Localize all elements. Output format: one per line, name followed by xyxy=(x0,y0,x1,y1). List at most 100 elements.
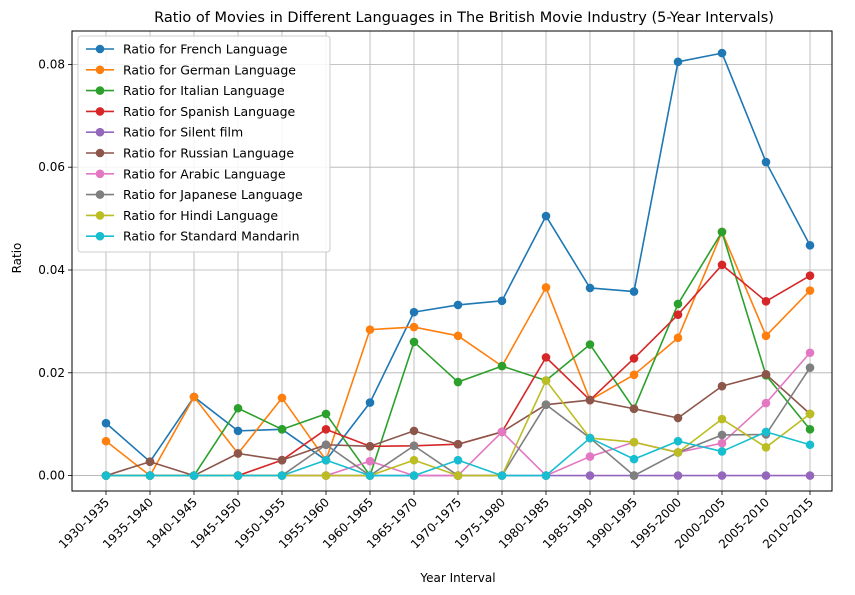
data-point xyxy=(145,471,155,480)
data-point xyxy=(541,471,551,480)
data-point xyxy=(717,414,727,424)
data-point xyxy=(629,287,639,296)
data-point xyxy=(541,400,551,409)
data-point xyxy=(101,471,111,480)
data-point xyxy=(629,370,639,380)
data-point xyxy=(453,300,463,310)
data-point xyxy=(717,447,727,456)
legend-marker xyxy=(95,211,105,220)
data-point xyxy=(585,340,595,349)
data-point xyxy=(277,425,287,434)
data-point xyxy=(805,471,815,480)
legend-marker xyxy=(95,231,105,241)
legend-marker xyxy=(95,169,105,179)
data-point xyxy=(717,260,727,270)
data-point xyxy=(365,471,375,480)
data-point xyxy=(541,376,551,385)
data-point xyxy=(321,455,331,465)
legend-marker xyxy=(95,190,105,199)
data-point xyxy=(673,413,683,423)
legend-item: Ratio for Silent film xyxy=(86,125,243,140)
data-point xyxy=(233,403,243,413)
data-point xyxy=(409,337,419,347)
legend-label: Ratio for French Language xyxy=(123,42,288,57)
data-point xyxy=(277,455,287,465)
data-point xyxy=(629,471,639,480)
data-point xyxy=(585,395,595,405)
data-point xyxy=(233,471,243,480)
data-point xyxy=(629,454,639,464)
data-point xyxy=(761,297,771,306)
data-point xyxy=(453,471,463,480)
data-point xyxy=(585,452,595,461)
data-point xyxy=(541,211,551,221)
legend-label: Ratio for Hindi Language xyxy=(123,208,278,223)
series-9 xyxy=(101,427,815,480)
y-axis: 0.00 0.02 0.04 0.06 0.08 xyxy=(38,57,72,483)
legend-label: Ratio for Russian Language xyxy=(123,146,294,161)
data-point xyxy=(805,348,815,358)
chart-title: Ratio of Movies in Different Languages i… xyxy=(154,10,774,26)
data-point xyxy=(541,283,551,292)
data-point xyxy=(717,381,727,391)
data-point xyxy=(321,440,331,450)
legend-item: Ratio for Japanese Language xyxy=(86,187,303,202)
legend-label: Ratio for Standard Mandarin xyxy=(123,229,300,244)
data-point xyxy=(145,457,155,467)
data-point xyxy=(673,436,683,446)
data-point xyxy=(497,427,507,437)
data-point xyxy=(453,377,463,387)
data-point xyxy=(673,448,683,457)
data-point xyxy=(321,409,331,419)
legend-marker xyxy=(95,148,105,158)
data-point xyxy=(453,455,463,465)
legend-box xyxy=(77,35,331,253)
legend-marker xyxy=(95,127,105,137)
legend-item: Ratio for Italian Language xyxy=(86,83,285,98)
data-point xyxy=(805,440,815,450)
y-tick-label: 0.00 xyxy=(38,469,65,483)
legend-item: Ratio for Spanish Language xyxy=(86,104,296,119)
data-point xyxy=(409,426,419,436)
legend-marker xyxy=(95,86,105,95)
legend-marker xyxy=(95,107,105,116)
data-point xyxy=(365,325,375,334)
data-point xyxy=(277,393,287,403)
data-point xyxy=(189,471,199,480)
data-point xyxy=(805,241,815,250)
plot-frame xyxy=(71,30,833,492)
legend-item: Ratio for Russian Language xyxy=(86,146,294,161)
data-point xyxy=(717,430,727,440)
data-point xyxy=(717,48,727,58)
data-point xyxy=(805,409,815,419)
data-point xyxy=(101,418,111,428)
data-point xyxy=(585,471,595,480)
data-point xyxy=(409,441,419,451)
data-point xyxy=(629,404,639,414)
data-point xyxy=(233,449,243,458)
legend-label: Ratio for German Language xyxy=(123,62,296,77)
data-point xyxy=(189,392,199,402)
legend-label: Ratio for Japanese Language xyxy=(123,187,303,202)
data-point xyxy=(673,299,683,309)
data-point xyxy=(409,307,419,317)
legend-marker xyxy=(95,44,105,54)
data-point xyxy=(233,426,243,436)
legend-marker xyxy=(95,65,105,75)
y-tick-label: 0.04 xyxy=(38,263,65,277)
data-point xyxy=(585,433,595,443)
legend-item: Ratio for Arabic Language xyxy=(86,166,286,181)
data-point xyxy=(365,398,375,407)
data-point xyxy=(497,296,507,306)
data-point xyxy=(761,157,771,167)
data-point xyxy=(629,354,639,363)
data-point xyxy=(717,227,727,237)
data-point xyxy=(585,283,595,293)
legend-label: Ratio for Silent film xyxy=(123,125,243,140)
data-point xyxy=(321,425,331,434)
data-point xyxy=(717,438,727,448)
x-axis-label: Year Interval xyxy=(419,571,495,585)
data-point xyxy=(497,471,507,480)
data-point xyxy=(497,361,507,371)
